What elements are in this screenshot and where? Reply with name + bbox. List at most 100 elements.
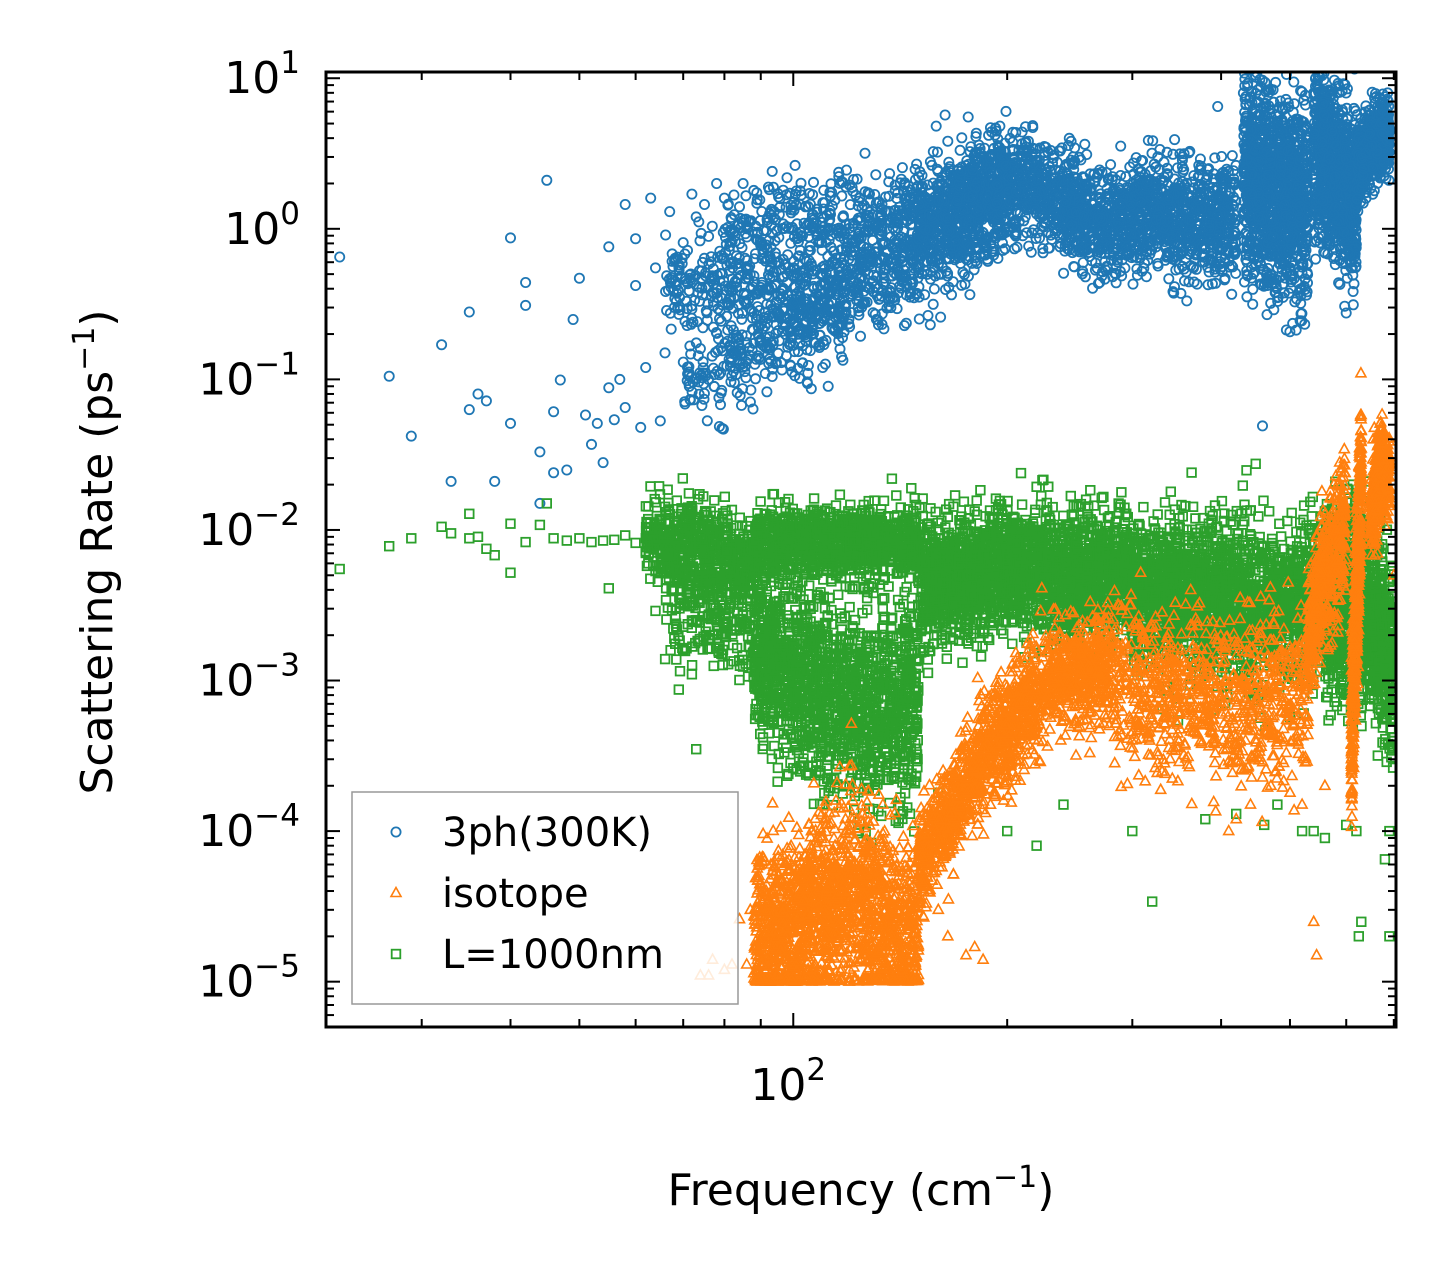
data-point — [614, 373, 626, 385]
data-point — [737, 177, 749, 189]
data-point — [693, 216, 705, 228]
data-point — [697, 362, 709, 374]
data-point — [666, 248, 678, 260]
data-point — [731, 281, 743, 293]
data-point — [635, 421, 647, 433]
data-point — [603, 241, 615, 253]
data-point — [686, 386, 698, 398]
data-point — [802, 359, 814, 371]
data-point — [715, 399, 727, 411]
data-point — [665, 323, 677, 335]
data-point — [708, 287, 720, 299]
data-point — [738, 295, 750, 307]
data-point — [748, 184, 760, 196]
data-point — [520, 276, 532, 288]
data-point — [700, 367, 712, 379]
data-point — [705, 251, 717, 263]
data-point — [561, 464, 573, 476]
data-point — [693, 388, 705, 400]
data-point — [591, 417, 603, 429]
data-point — [520, 299, 532, 311]
data-point — [711, 177, 723, 189]
data-point — [489, 475, 501, 487]
data-point — [685, 268, 697, 280]
data-point — [712, 251, 724, 263]
data-point — [436, 339, 448, 351]
data-point — [619, 198, 631, 210]
data-point — [586, 438, 598, 450]
data-point — [775, 357, 787, 369]
data-point — [667, 285, 679, 297]
data-point — [567, 313, 579, 325]
data-point — [534, 497, 546, 509]
data-point — [716, 299, 728, 311]
data-point — [751, 287, 763, 299]
data-point — [669, 292, 681, 304]
data-point — [696, 399, 708, 411]
data-point — [731, 387, 743, 399]
data-point — [763, 357, 775, 369]
data-point — [630, 279, 642, 291]
data-point — [727, 302, 739, 314]
data-point — [712, 345, 724, 357]
data-point — [681, 295, 693, 307]
data-point — [603, 382, 615, 394]
data-point — [779, 259, 791, 271]
data-point — [573, 272, 585, 284]
data-point — [667, 261, 679, 273]
data-point — [822, 380, 834, 392]
data-point — [778, 284, 790, 296]
data-point — [722, 324, 734, 336]
series-3ph — [334, 72, 1395, 509]
data-point — [580, 409, 592, 421]
data-point — [728, 292, 740, 304]
data-point — [707, 271, 719, 283]
data-point — [714, 305, 726, 317]
data-point — [334, 251, 346, 263]
data-point — [687, 316, 699, 328]
data-point — [734, 201, 746, 213]
data-point — [660, 229, 672, 241]
data-point — [683, 285, 695, 297]
data-point — [675, 270, 687, 282]
data-point — [714, 313, 726, 325]
data-point — [534, 446, 546, 458]
data-point — [679, 396, 691, 408]
data-point — [383, 370, 395, 382]
data-point — [504, 232, 516, 244]
data-point — [750, 373, 762, 385]
data-point — [723, 293, 735, 305]
data-point — [676, 252, 688, 264]
data-point — [659, 347, 671, 359]
data-point — [716, 292, 728, 304]
data-point — [640, 361, 652, 373]
data-point — [472, 388, 484, 400]
data-point — [597, 457, 609, 469]
data-point — [480, 395, 492, 407]
data-point — [548, 406, 560, 418]
data-point — [619, 401, 631, 413]
data-point — [463, 306, 475, 318]
data-point — [766, 370, 778, 382]
data-point — [701, 415, 713, 427]
data-point — [445, 475, 457, 487]
data-point — [710, 326, 722, 338]
data-point — [674, 304, 686, 316]
data-point — [706, 220, 718, 232]
data-point — [548, 467, 560, 479]
data-point — [694, 235, 706, 247]
data-point — [650, 262, 662, 274]
data-point — [630, 233, 642, 245]
data-point — [746, 305, 758, 317]
data-point — [686, 188, 698, 200]
data-point — [744, 396, 756, 408]
data-point — [554, 374, 566, 386]
data-point — [645, 192, 657, 204]
data-point — [723, 244, 735, 256]
data-point — [681, 303, 693, 315]
data-point — [765, 299, 777, 311]
data-point — [504, 417, 516, 429]
data-point — [654, 415, 666, 427]
data-point — [608, 414, 620, 426]
